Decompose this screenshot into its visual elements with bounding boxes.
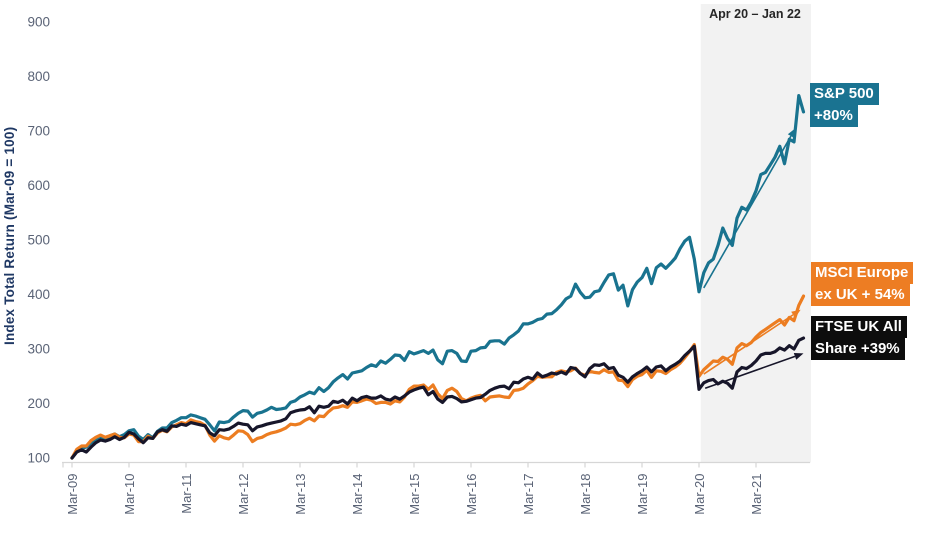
svg-text:Mar-15: Mar-15 bbox=[407, 474, 422, 515]
svg-text:Mar-19: Mar-19 bbox=[635, 474, 650, 515]
svg-text:900: 900 bbox=[27, 15, 50, 30]
svg-text:500: 500 bbox=[27, 233, 50, 248]
series-callout-sp500-name: S&P 500 bbox=[810, 83, 879, 105]
svg-text:Mar-12: Mar-12 bbox=[236, 474, 251, 515]
series-callout-msci-name: MSCI Europe bbox=[811, 262, 914, 284]
svg-text:Mar-21: Mar-21 bbox=[749, 474, 764, 515]
svg-text:700: 700 bbox=[27, 124, 50, 139]
svg-text:Mar-13: Mar-13 bbox=[293, 474, 308, 515]
series-callout-msci-europe-ex-uk: MSCI Europe ex UK + 54% bbox=[811, 262, 914, 306]
svg-text:400: 400 bbox=[27, 287, 50, 302]
series-callout-ftse-name: FTSE UK All bbox=[811, 316, 907, 338]
svg-text:800: 800 bbox=[27, 69, 50, 84]
series-callout-msci-gain: ex UK + 54% bbox=[811, 284, 910, 306]
svg-text:Mar-20: Mar-20 bbox=[692, 474, 707, 515]
svg-text:Mar-16: Mar-16 bbox=[464, 474, 479, 515]
svg-text:100: 100 bbox=[27, 451, 50, 466]
series-callout-sp500: S&P 500 +80% bbox=[810, 83, 879, 127]
svg-text:Mar-18: Mar-18 bbox=[578, 474, 593, 515]
svg-text:Mar-10: Mar-10 bbox=[122, 474, 137, 515]
series-callout-ftse-uk-all-share: FTSE UK All Share +39% bbox=[811, 316, 907, 360]
svg-text:Mar-09: Mar-09 bbox=[65, 474, 80, 515]
period-band-label: Apr 20 – Jan 22 bbox=[709, 7, 801, 21]
svg-text:Mar-17: Mar-17 bbox=[521, 474, 536, 515]
svg-text:Mar-14: Mar-14 bbox=[350, 474, 365, 515]
svg-text:600: 600 bbox=[27, 178, 50, 193]
svg-text:Mar-11: Mar-11 bbox=[179, 474, 194, 514]
svg-text:200: 200 bbox=[27, 396, 50, 411]
series-callout-ftse-gain: Share +39% bbox=[811, 338, 905, 360]
svg-text:300: 300 bbox=[27, 342, 50, 357]
series-callout-sp500-gain: +80% bbox=[810, 105, 858, 127]
y-axis-title: Index Total Return (Mar-09 = 100) bbox=[2, 126, 17, 346]
